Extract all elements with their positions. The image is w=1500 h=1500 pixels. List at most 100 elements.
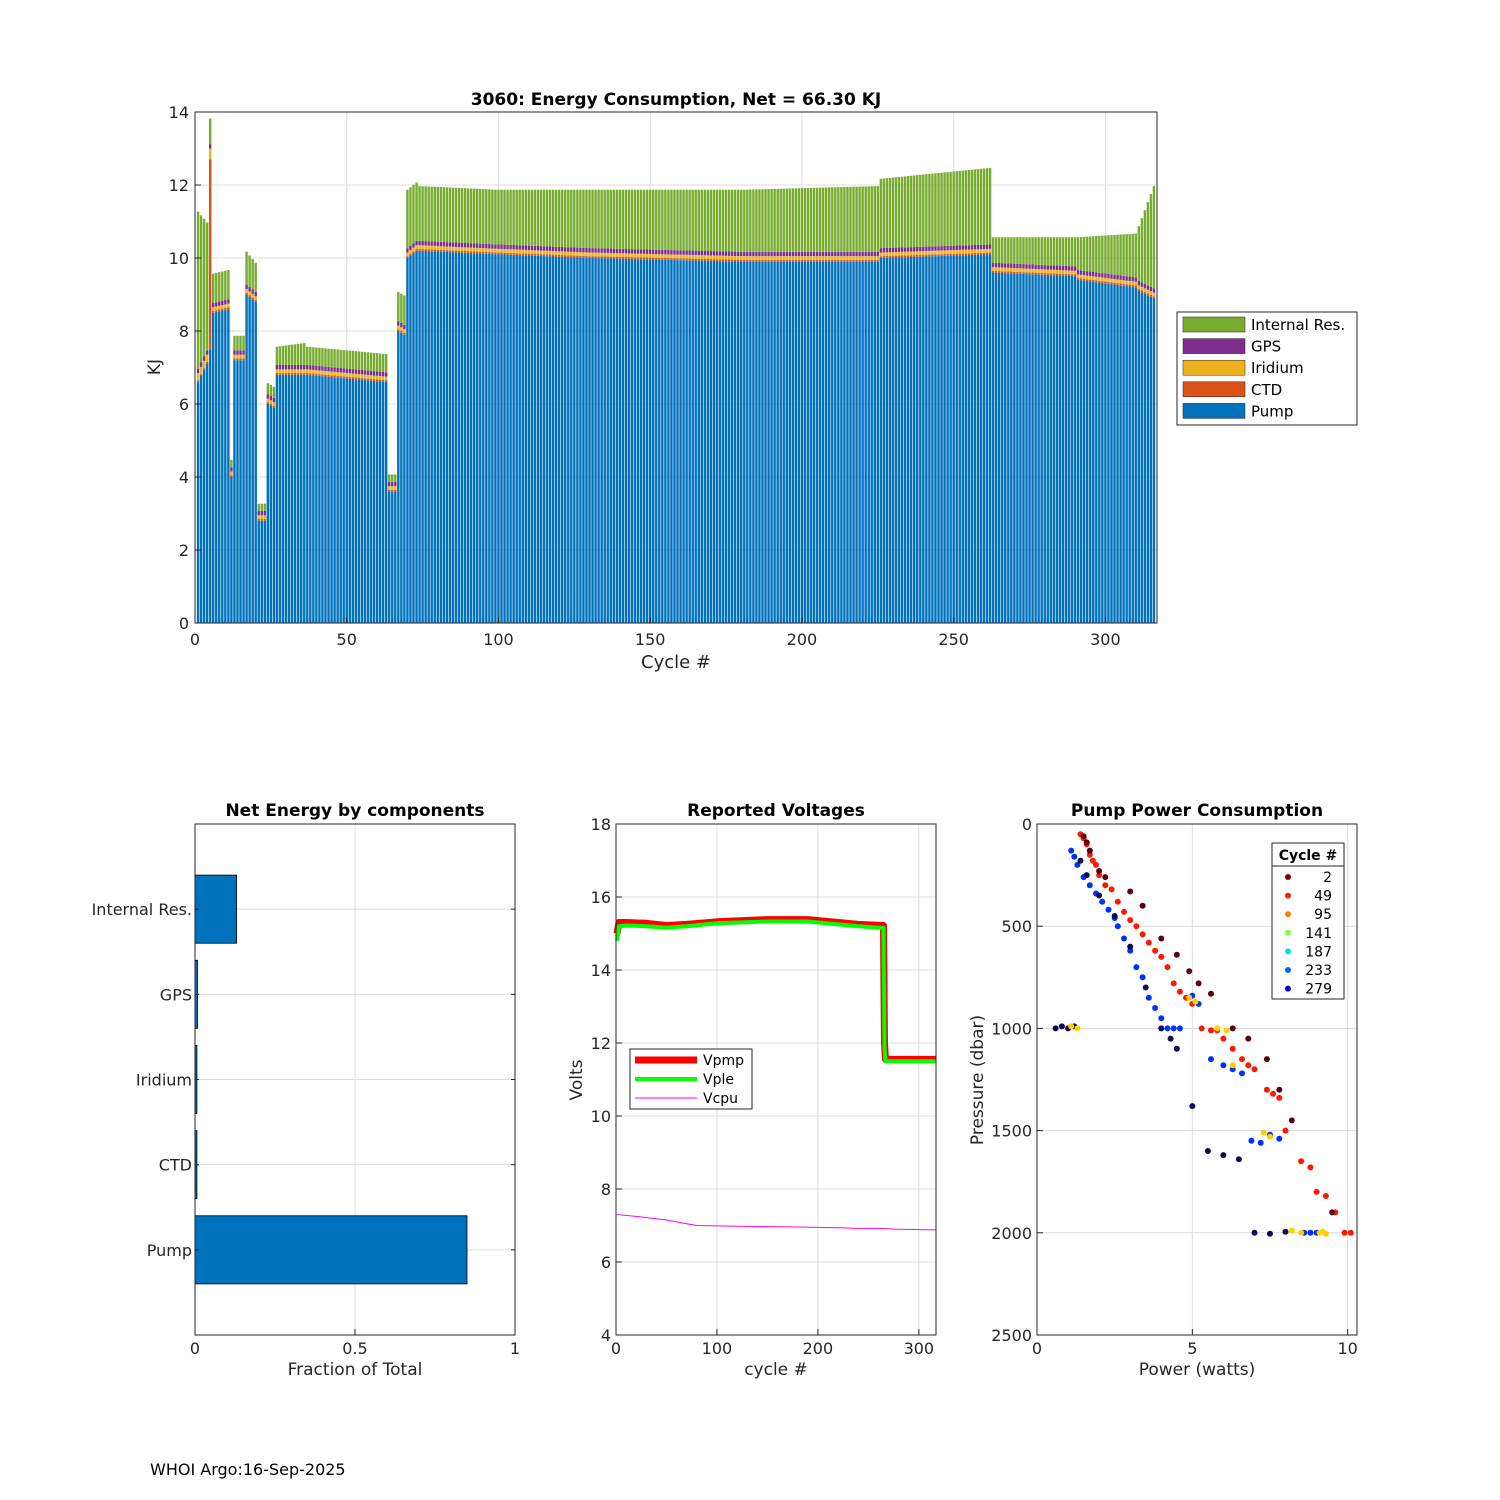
energy-bar-segment bbox=[1082, 275, 1086, 279]
energy-bar-segment bbox=[1137, 226, 1141, 281]
energy-bar-segment bbox=[627, 257, 631, 259]
energy-bar-segment bbox=[837, 251, 840, 257]
energy-bar-segment bbox=[354, 369, 358, 374]
energy-bar-segment bbox=[873, 256, 876, 260]
energy-bar-segment bbox=[1049, 273, 1052, 276]
energy-bar-segment bbox=[888, 257, 892, 623]
pump-point bbox=[1208, 990, 1214, 997]
energy-bar-segment bbox=[293, 374, 297, 623]
energy-bar-segment bbox=[655, 254, 658, 258]
energy-bar-segment bbox=[269, 404, 273, 406]
energy-bar-segment bbox=[554, 246, 558, 252]
energy-bar-segment bbox=[257, 503, 260, 511]
energy-ytick-label: 12 bbox=[169, 176, 189, 195]
energy-bar-segment bbox=[567, 257, 570, 623]
energy-bar-segment bbox=[712, 189, 716, 252]
energy-bar-segment bbox=[870, 186, 873, 252]
energy-bar-segment bbox=[548, 254, 552, 257]
energy-bar-segment bbox=[803, 261, 807, 623]
energy-bar-segment bbox=[591, 256, 594, 258]
energy-bar-segment bbox=[205, 363, 209, 623]
energy-bar-segment bbox=[1013, 271, 1016, 274]
pump-point bbox=[1074, 861, 1081, 868]
energy-bar-segment bbox=[609, 258, 612, 623]
energy-bar-segment bbox=[345, 350, 348, 369]
energy-bar-segment bbox=[588, 258, 591, 623]
energy-bar-segment bbox=[1113, 234, 1116, 275]
energy-bar-segment bbox=[406, 252, 409, 257]
energy-bar-segment bbox=[375, 371, 379, 376]
energy-bar-segment bbox=[448, 187, 452, 243]
energy-bar-segment bbox=[427, 251, 430, 623]
energy-bar-segment bbox=[949, 255, 952, 624]
energy-bar-segment bbox=[967, 249, 971, 254]
energy-bar-segment bbox=[636, 259, 640, 623]
energy-bar-segment bbox=[548, 256, 552, 623]
energy-bar-segment bbox=[281, 374, 285, 623]
pump-point bbox=[1204, 1148, 1211, 1154]
energy-bar-segment bbox=[199, 374, 203, 377]
pump-point bbox=[1176, 988, 1183, 995]
energy-bar-segment bbox=[479, 188, 482, 244]
energy-bar-segment bbox=[964, 249, 968, 254]
energy-bar-segment bbox=[727, 251, 731, 256]
energy-bar-segment bbox=[676, 250, 679, 255]
energy-bar-segment bbox=[879, 178, 883, 249]
energy-bar-segment bbox=[1025, 268, 1028, 273]
energy-bar-segment bbox=[1019, 237, 1022, 264]
energy-bar-segment bbox=[985, 252, 989, 255]
energy-bar-segment bbox=[272, 405, 276, 408]
energy-bar-segment bbox=[564, 247, 567, 252]
energy-bar-segment bbox=[293, 344, 297, 365]
pump-point bbox=[1164, 964, 1171, 971]
energy-bar-segment bbox=[658, 249, 661, 255]
energy-bar-segment bbox=[697, 260, 700, 623]
energy-bar-segment bbox=[536, 254, 540, 256]
energy-bar-segment bbox=[436, 251, 439, 624]
energy-bar-segment bbox=[196, 380, 200, 383]
energy-bar-segment bbox=[442, 246, 446, 250]
energy-bar-segment bbox=[251, 293, 254, 298]
energy-bar-segment bbox=[469, 188, 473, 244]
energy-bar-segment bbox=[485, 253, 488, 624]
energy-bar-segment bbox=[919, 246, 922, 252]
energy-bar-segment bbox=[597, 189, 600, 249]
energy-bar-segment bbox=[664, 189, 667, 250]
energy-bar-segment bbox=[1049, 269, 1052, 274]
energy-bar-segment bbox=[269, 405, 273, 623]
energy-bar-segment bbox=[988, 248, 992, 253]
energy-bar-segment bbox=[806, 188, 810, 252]
energy-bar-segment bbox=[1052, 269, 1056, 274]
energy-bar-segment bbox=[245, 292, 248, 295]
energy-bar-segment bbox=[752, 189, 755, 252]
energy-bar-segment bbox=[275, 372, 279, 375]
energy-bar-segment bbox=[1031, 272, 1034, 275]
energy-bar-segment bbox=[988, 244, 992, 249]
energy-bar-segment bbox=[1128, 233, 1131, 277]
energy-bar-segment bbox=[257, 518, 260, 521]
energy-bar-segment bbox=[837, 256, 840, 260]
energy-bar-segment bbox=[1137, 289, 1141, 291]
energy-bar-segment bbox=[1107, 281, 1110, 284]
energy-bar-segment bbox=[1061, 265, 1065, 271]
energy-bar-segment bbox=[503, 252, 506, 255]
energy-bar-segment bbox=[545, 189, 549, 247]
energy-bar-segment bbox=[743, 251, 746, 257]
energy-bar-segment bbox=[737, 189, 740, 252]
pump-point bbox=[1322, 1230, 1329, 1237]
energy-bar-segment bbox=[937, 173, 940, 247]
energy-bar-segment bbox=[894, 257, 898, 623]
energy-bar-segment bbox=[287, 369, 291, 373]
energy-bar-segment bbox=[463, 250, 467, 253]
energy-bar-segment bbox=[1004, 273, 1007, 623]
pump-point bbox=[1263, 1056, 1270, 1063]
energy-bar-segment bbox=[985, 254, 989, 623]
energy-bar-segment bbox=[597, 258, 600, 623]
energy-bar-segment bbox=[645, 257, 649, 260]
energy-bar-segment bbox=[1085, 279, 1089, 282]
energy-bar-segment bbox=[821, 261, 825, 623]
energy-bar-segment bbox=[655, 249, 658, 255]
energy-bar-segment bbox=[773, 256, 776, 260]
energy-bar-segment bbox=[324, 376, 327, 623]
pump-point bbox=[1341, 1229, 1348, 1236]
